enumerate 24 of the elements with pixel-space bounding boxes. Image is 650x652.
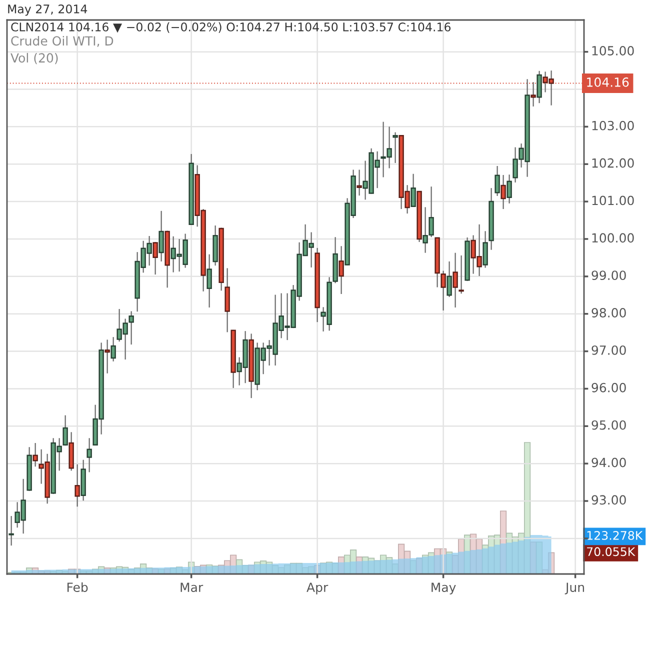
y2-tick-label: 123.278K: [587, 530, 643, 540]
chart-subtitle: CLN2014 104.16 ▼ −0.02 (−0.02%) O:104.27 H:104.50 L:103.57 C:104.16: [11, 22, 451, 33]
y-tick-label: 99.00: [592, 270, 626, 280]
y-tick-label: 96.00: [592, 382, 626, 392]
y-tick-label: 105.00: [592, 46, 634, 56]
annotation: Vol (20): [10, 52, 58, 64]
y-tick-label: 95.00: [592, 420, 626, 430]
x-tick-label: May: [432, 582, 456, 594]
y-tick-label: 97.00: [592, 345, 626, 355]
x-tick-label: Apr: [306, 582, 328, 594]
annotation: Crude Oil WTI, D: [11, 36, 114, 47]
x-tick-label: Mar: [180, 582, 204, 592]
chart-title: May 27, 2014: [8, 4, 88, 16]
y-tick-label: 98.00: [592, 308, 626, 318]
y2-tick-label: 70.055K: [587, 547, 636, 556]
ref-line-label: 104.16: [587, 77, 629, 87]
y-tick-label: 103.00: [592, 120, 634, 130]
y-tick-label: 93.00: [592, 495, 626, 505]
y-tick-label: 94.00: [592, 458, 626, 468]
y-tick-label: 101.00: [592, 196, 634, 206]
x-tick-label: Jun: [564, 582, 584, 594]
y-tick-label: 102.00: [592, 158, 634, 168]
y-tick-label: 100.00: [592, 233, 634, 243]
x-tick-label: Feb: [67, 582, 88, 592]
